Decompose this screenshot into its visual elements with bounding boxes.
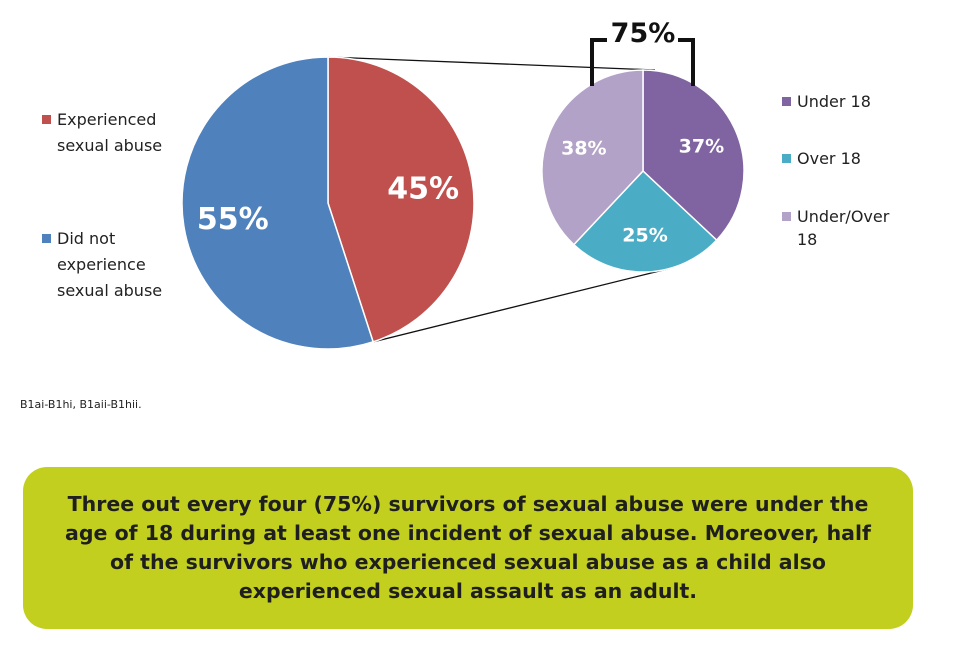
breakdown-pie-chart: 37% 25% 38% (541, 69, 745, 273)
pie-connector-lines (327, 56, 670, 343)
breakdown-pie-slice-0 (642, 69, 745, 242)
bracket-label: 75% (611, 18, 676, 49)
breakdown-pie-slice-label-1: 25% (622, 224, 667, 246)
legend-right-label-0-0: Under 18 (797, 92, 871, 111)
legend-right-swatch-0 (782, 97, 791, 106)
connector-line-bottom (372, 267, 670, 343)
legend-right-swatch-1 (782, 154, 791, 163)
legend-left-label-1-0: Did not (57, 229, 115, 248)
breakdown-pie-slice-2 (541, 69, 644, 246)
charts-canvas: 45% 55% 37% 25% 38% 75% Experienced sexual a… (42, 18, 890, 350)
breakdown-pie-slice-label-0: 37% (679, 136, 724, 158)
legend-left: Experienced sexual abuse Did not experience… (42, 110, 162, 300)
legend-right-swatch-2 (782, 212, 791, 221)
connector-line-top (327, 56, 656, 71)
legend-right-label-2-0: Under/Over (797, 207, 890, 226)
breakdown-pie-slice-1 (572, 169, 718, 273)
breakdown-pie-slice-label-2: 38% (561, 137, 606, 159)
main-pie-slice-1 (181, 56, 375, 350)
legend-left-label-1-2: sexual abuse (57, 281, 162, 300)
legend-left-swatch-0 (42, 115, 51, 124)
main-pie-chart: 45% 55% (181, 56, 475, 350)
bracket-left-arm (590, 38, 607, 86)
callout-box: Three out every four (75%) survivors of … (23, 467, 913, 629)
legend-right: Under 18 Over 18 Under/Over 18 (782, 92, 890, 249)
main-pie-slice-label-0: 45% (387, 172, 459, 207)
percent-bracket: 75% (590, 18, 695, 86)
callout-text: Three out every four (75%) survivors of … (65, 492, 871, 603)
legend-left-label-1-1: experience (57, 255, 146, 274)
legend-right-label-1-0: Over 18 (797, 149, 861, 168)
bracket-right-arm (678, 38, 695, 86)
main-pie-slice-0 (327, 56, 475, 343)
source-note: B1ai-B1hi, B1aii-B1hii. (20, 398, 142, 411)
legend-left-label-0-1: sexual abuse (57, 136, 162, 155)
legend-left-label-0-0: Experienced (57, 110, 156, 129)
legend-left-swatch-1 (42, 234, 51, 243)
main-pie-slice-label-1: 55% (197, 202, 269, 237)
legend-right-label-2-1: 18 (797, 230, 817, 249)
